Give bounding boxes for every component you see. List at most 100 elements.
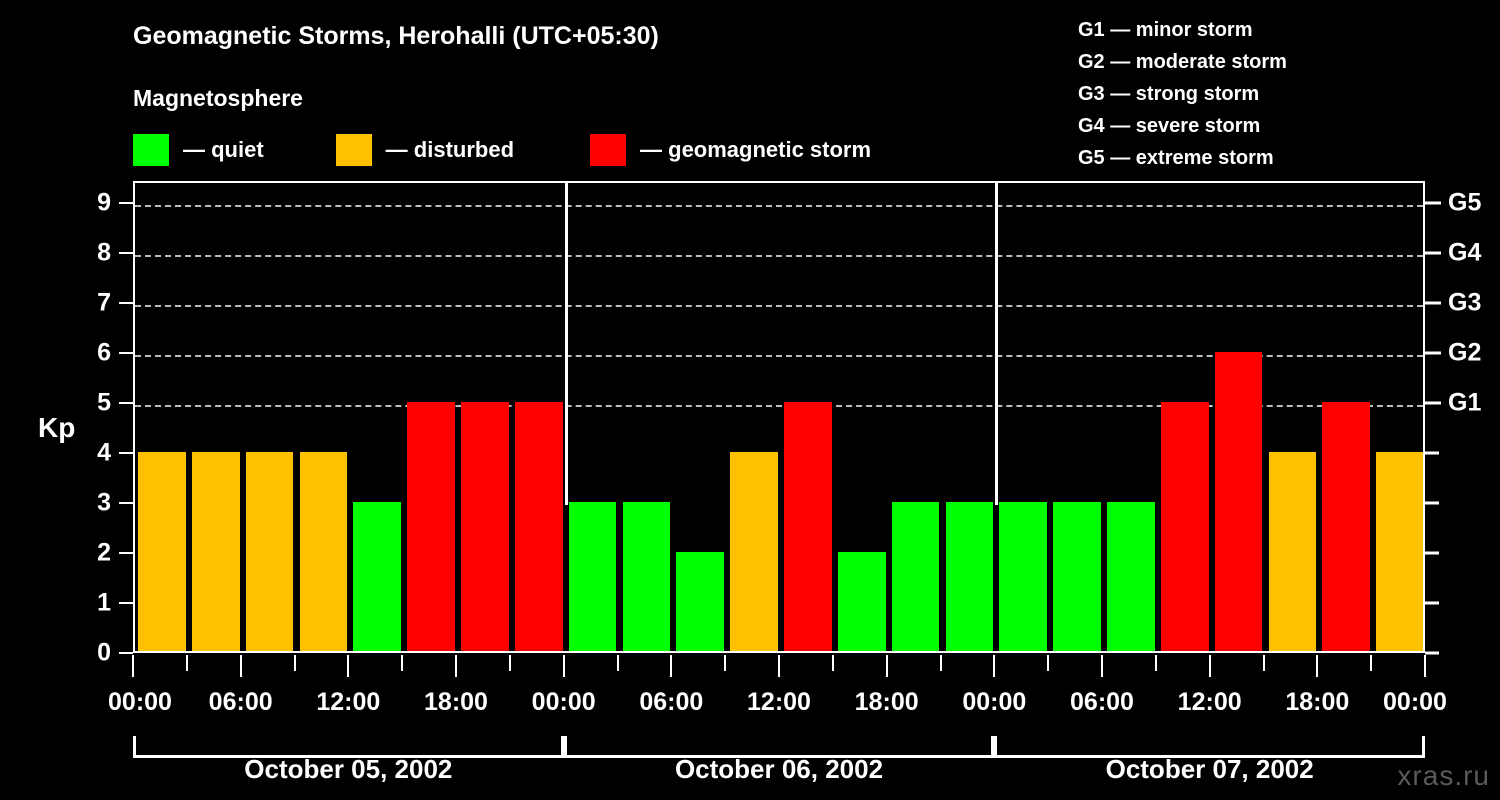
- x-tick-mark-42h: [885, 655, 888, 677]
- x-tick-mark-66h: [1316, 655, 1319, 677]
- bar: [461, 402, 509, 651]
- bar: [945, 502, 994, 651]
- bar: [1268, 452, 1317, 651]
- bar: [891, 502, 940, 651]
- x-tick-mark-63h: [1262, 655, 1265, 671]
- y-tick-mark-5: [119, 402, 133, 404]
- x-tick-mark-0h: [132, 655, 134, 677]
- x-tick-mark-48h: [993, 655, 996, 677]
- right-tick-mark-kp-3: [1425, 501, 1439, 505]
- x-tick-mark-36h: [778, 655, 780, 677]
- bar: [1322, 402, 1371, 651]
- x-tick-label-12h: 12:00: [316, 688, 381, 716]
- x-tick-mark-3h: [185, 655, 188, 671]
- day-label-1: October 05, 2002: [244, 754, 453, 784]
- x-tick-label-30h: 06:00: [639, 688, 704, 716]
- y-tick-mark-9: [119, 202, 133, 204]
- g-legend-line-1: G1 — minor storm: [1078, 19, 1253, 41]
- y-tick-label-4: 4: [97, 438, 111, 467]
- x-tick-mark-33h: [724, 655, 727, 671]
- g-tick-label-g1: G1: [1448, 388, 1482, 417]
- x-tick-mark-30h: [670, 655, 673, 677]
- bar: [784, 402, 832, 651]
- x-tick-label-36h: 12:00: [747, 688, 811, 716]
- quiet-swatch: [133, 134, 169, 166]
- bar: [999, 502, 1048, 651]
- storm-swatch: [590, 134, 627, 166]
- y-tick-mark-2: [119, 552, 133, 554]
- y-tick-mark-1: [119, 602, 133, 604]
- g-tick-mark-g2: [1425, 351, 1441, 355]
- g-tick-mark-g5: [1425, 201, 1441, 205]
- bar: [1053, 502, 1101, 651]
- day-bracket-3: [994, 736, 1425, 758]
- y-tick-mark-3: [119, 502, 133, 504]
- g-tick-mark-g1: [1425, 401, 1441, 405]
- bar: [299, 452, 348, 651]
- y-tick-label-0: 0: [97, 638, 111, 667]
- gridline-kp-5: [135, 405, 1423, 407]
- x-tick-label-18h: 18:00: [424, 688, 488, 716]
- bar: [407, 402, 455, 651]
- x-tick-mark-21h: [508, 655, 511, 671]
- x-tick-label-60h: 12:00: [1177, 688, 1242, 716]
- y-tick-label-8: 8: [97, 238, 111, 267]
- x-tick-mark-57h: [1154, 655, 1157, 671]
- gridline-kp-7: [135, 305, 1423, 307]
- gridline-kp-8: [135, 255, 1423, 257]
- x-tick-mark-9h: [293, 655, 296, 671]
- x-tick-label-54h: 06:00: [1070, 688, 1134, 716]
- magnetosphere-label: Magnetosphere: [133, 85, 303, 111]
- plot-inner: [135, 183, 1423, 651]
- plot-area: [133, 181, 1425, 653]
- x-tick-label-24h: 00:00: [531, 688, 596, 716]
- bar: [730, 452, 778, 651]
- bar: [1214, 352, 1263, 651]
- y-tick-label-6: 6: [97, 338, 111, 367]
- y-tick-label-3: 3: [97, 488, 111, 517]
- y-tick-mark-0: [119, 652, 133, 654]
- legend-label: — geomagnetic storm: [640, 137, 872, 162]
- y-tick-label-2: 2: [97, 538, 111, 567]
- legend-item-quiet: — quiet: [133, 134, 264, 166]
- right-tick-mark-kp-2: [1425, 551, 1439, 555]
- g-tick-label-g3: G3: [1448, 288, 1482, 317]
- day-divider-24h: [564, 183, 568, 505]
- y-tick-label-1: 1: [97, 588, 111, 617]
- x-tick-mark-27h: [616, 655, 619, 671]
- g-tick-mark-g3: [1425, 301, 1441, 305]
- g-legend-line-4: G4 — severe storm: [1078, 115, 1261, 137]
- x-tick-label-72h: 00:00: [1383, 688, 1447, 716]
- y-tick-mark-7: [119, 302, 133, 304]
- day-bracket-2: [563, 736, 995, 758]
- bar: [353, 502, 402, 651]
- day-divider-48h: [995, 183, 999, 505]
- g-tick-mark-g4: [1425, 251, 1441, 255]
- x-tick-mark-39h: [831, 655, 834, 671]
- x-tick-mark-69h: [1370, 655, 1373, 671]
- gridline-kp-9: [135, 205, 1423, 207]
- legend-label: — disturbed: [385, 137, 515, 162]
- page-title: Geomagnetic Storms, Herohalli (UTC+05:30…: [133, 22, 659, 50]
- right-tick-mark-kp-1: [1425, 601, 1439, 605]
- g-tick-label-g4: G4: [1448, 238, 1482, 267]
- g-legend-line-5: G5 — extreme storm: [1078, 147, 1274, 169]
- y-tick-label-7: 7: [97, 288, 111, 317]
- g-legend-line-2: G2 — moderate storm: [1078, 51, 1287, 73]
- right-tick-mark-kp-0: [1425, 651, 1439, 655]
- color-legend: — quiet — disturbed — geomagnetic storm: [133, 133, 871, 167]
- right-tick-mark-kp-4: [1425, 451, 1439, 455]
- x-tick-label-0h: 00:00: [108, 688, 172, 716]
- x-tick-label-42h: 18:00: [854, 688, 919, 716]
- bar: [1376, 452, 1423, 651]
- x-tick-label-66h: 18:00: [1285, 688, 1350, 716]
- x-tick-mark-24h: [562, 655, 565, 677]
- x-tick-mark-12h: [347, 655, 350, 677]
- y-tick-label-9: 9: [97, 188, 111, 217]
- day-label-2: October 06, 2002: [674, 754, 884, 784]
- x-tick-mark-45h: [939, 655, 942, 671]
- x-tick-mark-54h: [1101, 655, 1103, 677]
- y-tick-mark-8: [119, 252, 133, 254]
- g-tick-label-g5: G5: [1448, 188, 1482, 217]
- x-tick-label-48h: 00:00: [962, 688, 1027, 716]
